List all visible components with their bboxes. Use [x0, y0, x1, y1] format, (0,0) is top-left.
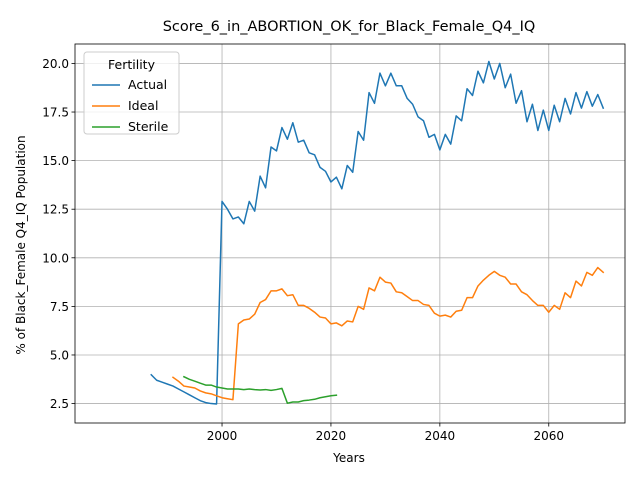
legend-label-sterile: Sterile — [128, 119, 169, 134]
y-tick-label: 2.5 — [50, 397, 69, 411]
chart-title: Score_6_in_ABORTION_OK_for_Black_Female_… — [163, 19, 536, 35]
y-tick-label: 15.0 — [42, 154, 69, 168]
y-tick-label: 5.0 — [50, 348, 69, 362]
legend: Fertility Actual Ideal Sterile — [83, 51, 180, 135]
legend-title: Fertility — [108, 57, 156, 72]
series-layer — [150, 60, 605, 405]
x-tick-label: 2060 — [533, 429, 564, 443]
y-tick-label: 20.0 — [42, 57, 69, 71]
legend-label-actual: Actual — [128, 77, 167, 92]
series-line-ideal — [171, 266, 605, 401]
series-line-actual — [150, 60, 605, 405]
y-tick-label: 10.0 — [42, 251, 69, 265]
y-tick-label: 17.5 — [42, 106, 69, 120]
x-tick-label: 2020 — [316, 429, 347, 443]
legend-box — [83, 51, 180, 135]
plot-frame — [74, 43, 626, 424]
y-tick-label: 7.5 — [50, 300, 69, 314]
y-axis-label: % of Black_Female Q4_IQ Population — [14, 135, 28, 354]
legend-label-ideal: Ideal — [128, 98, 158, 113]
ticks: 2000 2020 2040 2060 2.5 5.0 7.5 10.0 12.5 15.0 17.… — [42, 57, 564, 443]
series-line-sterile — [182, 375, 338, 404]
y-tick-label: 12.5 — [42, 203, 69, 217]
x-axis-label: Years — [332, 451, 365, 465]
x-tick-label: 2040 — [425, 429, 456, 443]
x-tick-label: 2000 — [207, 429, 238, 443]
